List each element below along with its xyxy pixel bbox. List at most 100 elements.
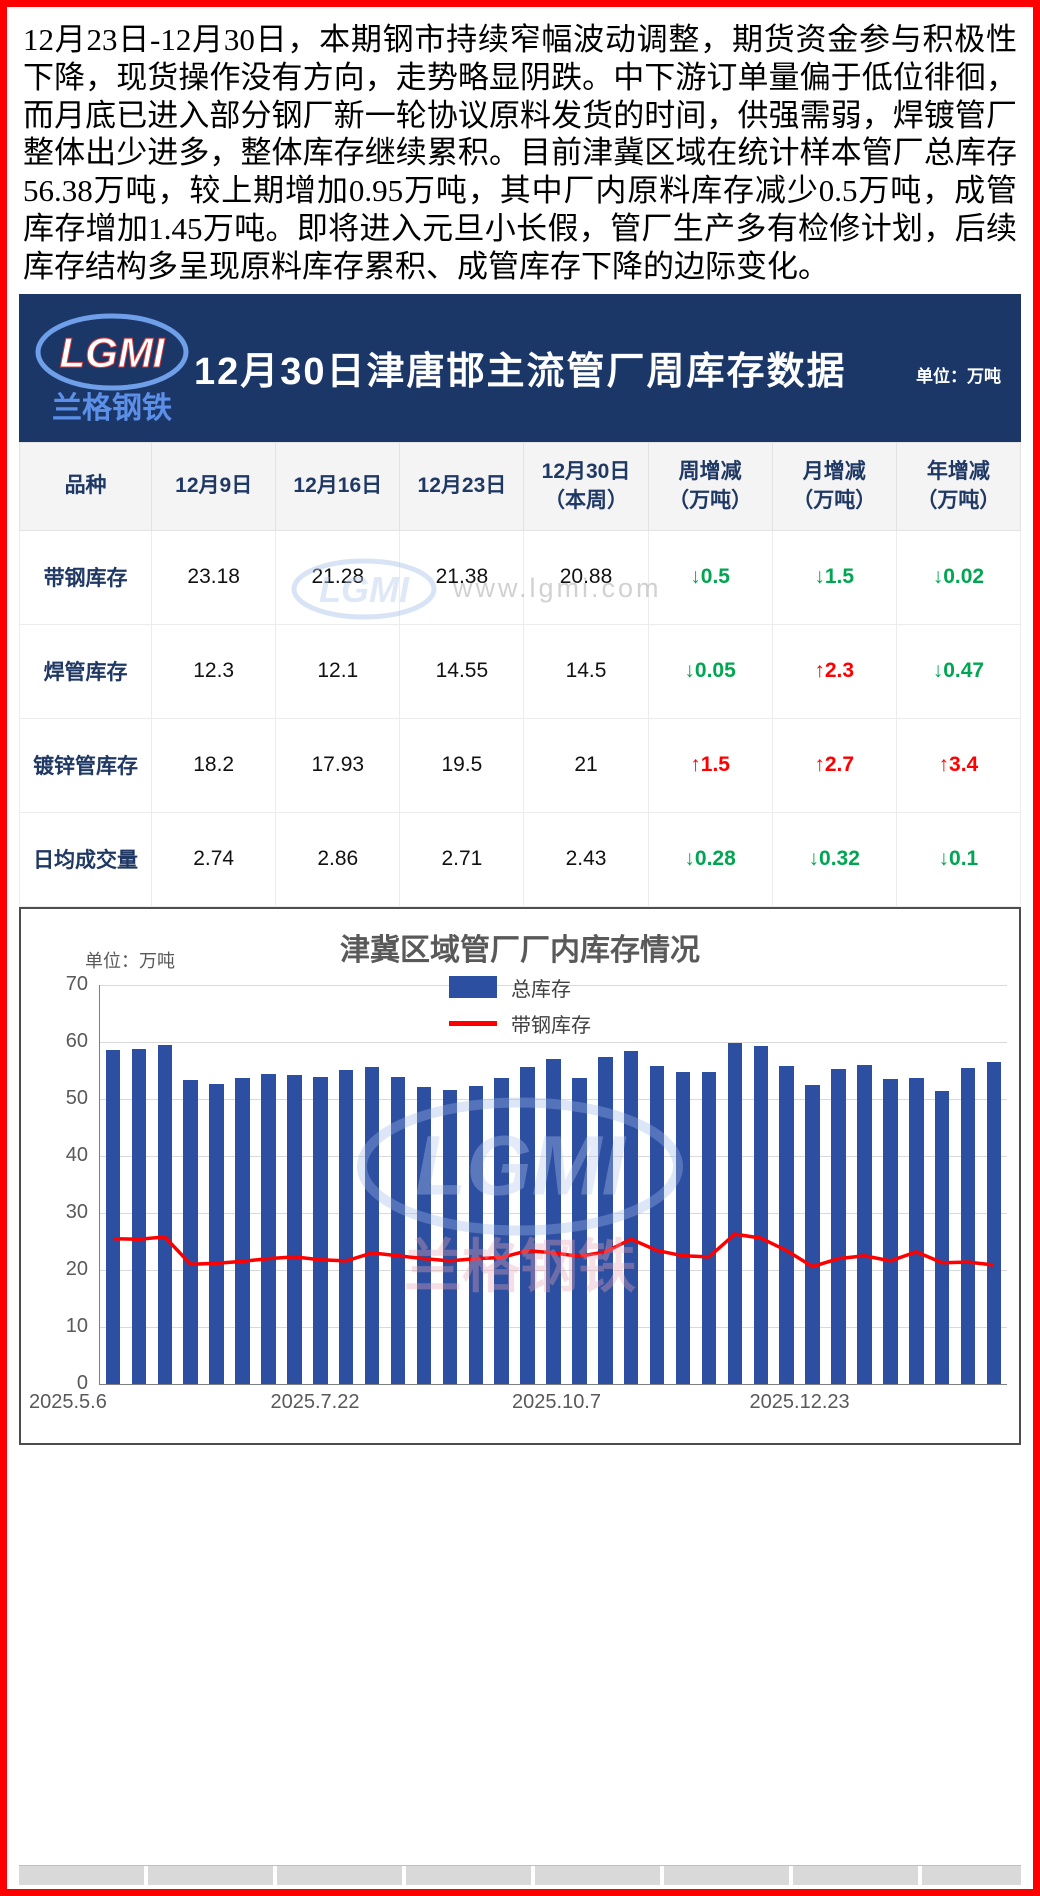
value-cell: 2.71 <box>399 811 525 907</box>
value-cell: 18.2 <box>151 717 277 813</box>
change-cell: ↑3.4 <box>895 717 1022 813</box>
bar-total-inventory <box>338 1070 354 1384</box>
column-header: 月增减 （万吨） <box>771 441 897 531</box>
value-cell: 21.28 <box>275 529 401 625</box>
value-cell: 12.1 <box>275 623 401 719</box>
legend-item-bandsteel: 带钢库存 <box>449 1009 591 1038</box>
bar-total-inventory <box>442 1089 458 1384</box>
change-cell: ↑2.3 <box>771 623 897 719</box>
x-axis-tick: 2025.7.22 <box>270 1390 360 1413</box>
change-cell: ↓0.32 <box>771 811 897 907</box>
change-cell: ↓0.47 <box>895 623 1022 719</box>
bar-total-inventory <box>831 1069 846 1384</box>
y-axis-tick: 40 <box>65 1143 88 1166</box>
line-series <box>112 1231 995 1269</box>
value-cell: 2.43 <box>523 811 649 907</box>
column-header: 12月30日 （本周） <box>523 441 649 531</box>
column-header: 12月9日 <box>151 441 277 531</box>
bar-total-inventory <box>753 1045 769 1384</box>
change-cell: ↑1.5 <box>647 717 773 813</box>
value-cell: 2.86 <box>275 811 401 907</box>
y-axis-tick: 20 <box>65 1257 88 1280</box>
table-row: 焊管库存 12.3 12.1 14.55 14.5 ↓0.05 ↑2.3 ↓0.47 <box>18 623 1022 719</box>
legend-label-total: 总库存 <box>511 978 571 1001</box>
value-cell: 21 <box>523 717 649 813</box>
chart-title: 津冀区域管厂厂内库存情况 <box>340 933 700 967</box>
bar-total-inventory <box>649 1065 665 1384</box>
x-axis-tick: 2025.12.23 <box>749 1390 850 1413</box>
table-unit-label: 单位：万吨 <box>916 367 1001 387</box>
value-cell: 2.74 <box>151 811 277 907</box>
column-header: 12月23日 <box>399 441 525 531</box>
x-axis-labels: 2025.5.6 2025.7.22 2025.10.7 2025.12.23 <box>21 1391 1019 1423</box>
legend-line-swatch <box>449 1020 497 1026</box>
bar-total-inventory <box>468 1086 483 1384</box>
column-header: 周增减 （万吨） <box>647 441 773 531</box>
bar-total-inventory <box>390 1077 406 1384</box>
bar-total-inventory <box>598 1056 613 1384</box>
bar-total-inventory <box>546 1058 561 1384</box>
bar-total-inventory <box>287 1074 302 1384</box>
x-axis-tick: 2025.5.6 <box>28 1390 107 1413</box>
bar-total-inventory <box>313 1077 328 1384</box>
legend-bar-swatch <box>449 976 497 999</box>
bar-total-inventory <box>105 1050 121 1384</box>
row-label: 镀锌管库存 <box>18 717 153 813</box>
row-label: 日均成交量 <box>18 811 153 907</box>
gridline <box>100 1041 1007 1043</box>
inventory-table-section: 品种 12月9日 12月16日 12月23日 12月30日 （本周） 周增减 （万吨） 月增… <box>18 441 1022 907</box>
market-summary-text: 12月23日-12月30日，本期钢市持续窄幅波动调整，期货资金参与积极性下降，现… <box>23 22 1017 284</box>
value-cell: 21.38 <box>399 529 525 625</box>
line-band-steel <box>112 1231 995 1269</box>
legend-item-total: 总库存 <box>449 973 591 1002</box>
bar-total-inventory <box>779 1065 794 1384</box>
bar-total-inventory <box>883 1078 898 1384</box>
change-cell: ↑2.7 <box>771 717 897 813</box>
table-header-row: 品种 12月9日 12月16日 12月23日 12月30日 （本周） 周增减 （万吨） 月增… <box>18 441 1022 531</box>
bar-total-inventory <box>960 1067 976 1384</box>
gridline <box>100 984 1007 986</box>
bar-total-inventory <box>934 1091 950 1384</box>
value-cell: 17.93 <box>275 717 401 813</box>
bar-total-inventory <box>494 1078 509 1384</box>
change-cell: ↓0.28 <box>647 811 773 907</box>
bar-total-inventory <box>131 1048 147 1384</box>
bar-total-inventory <box>261 1073 276 1384</box>
y-axis-tick: 70 <box>65 972 88 995</box>
chart-legend: 总库存 带钢库存 <box>449 973 591 1038</box>
legend-label-bandsteel: 带钢库存 <box>511 1014 591 1037</box>
row-label: 焊管库存 <box>18 623 153 719</box>
table-row: 日均成交量 2.74 2.86 2.71 2.43 ↓0.28 ↓0.32 ↓0.1 <box>18 811 1022 907</box>
lgmi-logo: LGMI 兰格钢铁 <box>29 308 194 428</box>
table-row: 镀锌管库存 18.2 17.93 19.5 21 ↑1.5 ↑2.7 ↑3.4 <box>18 717 1022 813</box>
value-cell: 19.5 <box>399 717 525 813</box>
change-cell: ↓0.02 <box>895 529 1022 625</box>
inventory-table: 品种 12月9日 12月16日 12月23日 12月30日 （本周） 周增减 （万吨） 月增… <box>18 441 1022 907</box>
bar-total-inventory <box>675 1072 691 1384</box>
column-header: 12月16日 <box>275 441 401 531</box>
chart-plot-area: 0 10 20 30 40 50 60 70 <box>66 973 1007 1394</box>
svg-text:兰格钢铁: 兰格钢铁 <box>52 392 172 425</box>
table-title: 12月30日津唐邯主流管厂周库存数据 <box>194 351 847 394</box>
bar-total-inventory <box>157 1044 173 1384</box>
bar-total-inventory <box>701 1072 717 1384</box>
value-cell: 12.3 <box>151 623 277 719</box>
y-axis-tick: 30 <box>65 1200 88 1223</box>
row-label: 带钢库存 <box>18 529 153 625</box>
change-cell: ↓0.5 <box>647 529 773 625</box>
value-cell: 20.88 <box>523 529 649 625</box>
bar-total-inventory <box>805 1085 820 1384</box>
change-cell: ↓1.5 <box>771 529 897 625</box>
bar-total-inventory <box>909 1077 924 1384</box>
y-axis-tick: 0 <box>76 1371 88 1394</box>
y-axis-tick: 60 <box>65 1029 88 1052</box>
bar-total-inventory <box>183 1080 198 1384</box>
y-axis-tick: 10 <box>65 1314 88 1337</box>
bar-total-inventory <box>364 1066 380 1384</box>
svg-text:LGMI: LGMI <box>59 329 165 376</box>
value-cell: 14.5 <box>523 623 649 719</box>
bar-total-inventory <box>727 1042 743 1384</box>
bar-total-inventory <box>235 1078 250 1384</box>
bar-total-inventory <box>209 1083 224 1384</box>
